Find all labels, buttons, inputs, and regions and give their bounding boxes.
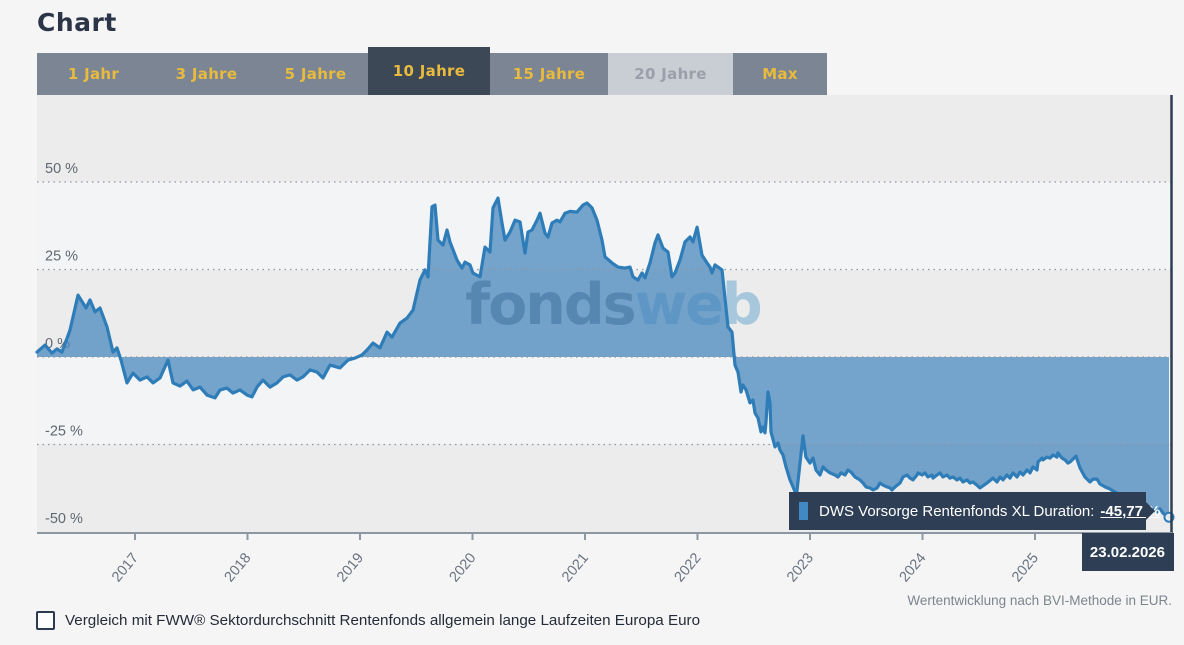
tab-1-jahr[interactable]: 1 Jahr [37,53,150,95]
x-tick-label: 2023 [784,550,817,585]
tooltip-value: -45,77 % [1100,502,1161,520]
series-color-marker [799,502,808,520]
plot-band [37,95,1172,182]
chart-tooltip: DWS Vorsorge Rentenfonds XL Duration: -4… [789,492,1160,530]
area-path [37,198,1169,518]
x-tick-label: 2018 [222,550,255,585]
y-tick-label: 25 % [45,249,78,265]
tooltip-arrow [1146,502,1155,520]
x-tick-label: 2022 [672,550,705,585]
compare-checkbox-label: Vergleich mit FWW® Sektordurchschnitt Re… [65,612,701,629]
y-tick-label: 50 % [45,161,78,177]
x-axis-year-labels: 2017 2018 2019 2020 2021 2022 2023 2024 2025 [109,550,1042,585]
tab-3-jahre[interactable]: 3 Jahre [150,53,263,95]
gridlines [37,181,1172,446]
tab-5-jahre[interactable]: 5 Jahre [263,53,368,95]
area-fill [37,198,1169,518]
tab-10-jahre[interactable]: 10 Jahre [368,47,490,95]
period-tabbar: 1 Jahr 3 Jahre 5 Jahre 10 Jahre 15 Jahre 20 J… [37,47,827,95]
x-tick-label: 2021 [559,550,592,585]
series-line [35,196,1171,519]
tab-max[interactable]: Max [733,53,827,95]
compare-checkbox[interactable] [36,611,55,630]
page-title: Chart [37,8,117,37]
line-path [35,196,1171,519]
x-axis-ticks [134,533,1036,540]
x-tick-label: 2017 [109,550,142,585]
compare-row: Vergleich mit FWW® Sektordurchschnitt Re… [36,611,700,630]
x-tick-label: 2025 [1009,550,1042,585]
x-tick-label: 2020 [447,550,480,585]
tab-15-jahre[interactable]: 15 Jahre [490,53,608,95]
tab-20-jahre: 20 Jahre [608,53,733,95]
y-tick-label: -50 % [45,511,83,527]
tooltip-series-label: DWS Vorsorge Rentenfonds XL Duration: [819,502,1095,520]
x-tick-label: 2019 [334,550,367,585]
methodology-note: Wertentwicklung nach BVI-Methode in EUR. [907,593,1172,608]
tooltip-date: 23.02.2026 [1082,533,1174,571]
x-tick-label: 2024 [897,550,930,585]
y-tick-label: -25 % [45,424,83,440]
